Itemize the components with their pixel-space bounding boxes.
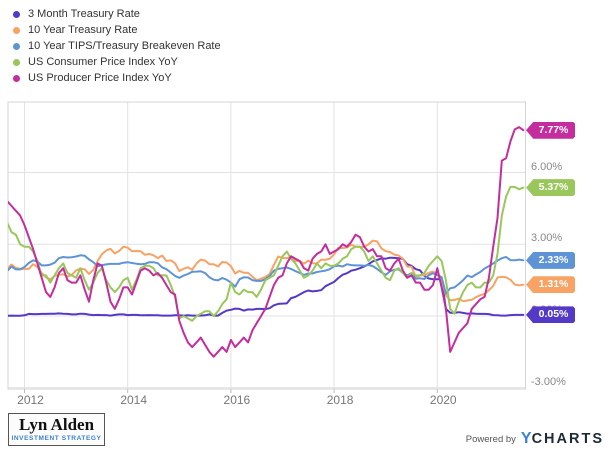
x-axis-label: 2014: [120, 393, 148, 407]
series-line-us-producer-price-index-yoy[interactable]: [7, 126, 525, 358]
value-tag-10-year-tips-treasury-breakeven-rate[interactable]: 2.33%: [526, 251, 575, 269]
y-axis-label: -3.00%: [531, 375, 566, 388]
legend-dot-icon: [13, 74, 20, 82]
plot-border: [7, 101, 526, 390]
legend-dot-icon: [13, 26, 20, 34]
legend-dot-icon: [13, 10, 20, 18]
logo-brand-name: Lyn Alden: [18, 415, 95, 434]
x-axis-label: 2020: [429, 393, 457, 407]
value-tag-us-consumer-price-index-yoy[interactable]: 5.37%: [526, 179, 575, 197]
series-line-us-consumer-price-index-yoy[interactable]: [7, 185, 525, 322]
legend-item-us-producer-price-index-yoy[interactable]: US Producer Price Index YoY: [13, 70, 221, 86]
value-tag-3-month-treasury-rate[interactable]: 0.05%: [526, 306, 575, 324]
logo-tagline: INVESTMENT STRATEGY: [11, 435, 102, 442]
legend-dot-icon: [13, 42, 20, 50]
legend-item-10-year-tips-treasury-breakeven-rate[interactable]: 10 Year TIPS/Treasury Breakeven Rate: [13, 38, 221, 54]
powered-by-label: Powered by: [465, 433, 516, 445]
series-line-10-year-treasury-rate[interactable]: [7, 239, 525, 303]
legend-item-label: US Producer Price Index YoY: [28, 72, 172, 84]
x-axis-label: 2016: [223, 393, 251, 407]
powered-by-ycharts: Powered by Y CHARTS: [466, 430, 604, 448]
legend-item-label: 10 Year TIPS/Treasury Breakeven Rate: [28, 40, 221, 52]
y-axis-label: 6.00%: [531, 160, 563, 173]
legend-dot-icon: [13, 58, 20, 66]
ycharts-logo-text[interactable]: CHARTS: [531, 431, 604, 447]
chart-legend: 3 Month Treasury Rate 10 Year Treasury Ra…: [13, 6, 221, 86]
value-tag-10-year-treasury-rate[interactable]: 1.31%: [526, 276, 575, 294]
legend-item-label: 10 Year Treasury Rate: [28, 24, 138, 36]
ycharts-logo[interactable]: Y: [520, 430, 532, 447]
legend-item-3-month-treasury-rate[interactable]: 3 Month Treasury Rate: [13, 6, 221, 22]
lyn-alden-logo: Lyn Alden INVESTMENT STRATEGY: [8, 413, 105, 446]
value-tag-us-producer-price-index-yoy[interactable]: 7.77%: [526, 121, 575, 139]
legend-item-label: US Consumer Price Index YoY: [28, 56, 178, 68]
legend-item-10-year-treasury-rate[interactable]: 10 Year Treasury Rate: [13, 22, 221, 38]
x-axis-label: 2012: [17, 393, 44, 407]
legend-item-label: 3 Month Treasury Rate: [28, 8, 140, 20]
legend-item-us-consumer-price-index-yoy[interactable]: US Consumer Price Index YoY: [13, 54, 221, 70]
x-axis-label: 2018: [326, 393, 354, 407]
y-axis-label: 3.00%: [531, 232, 563, 245]
